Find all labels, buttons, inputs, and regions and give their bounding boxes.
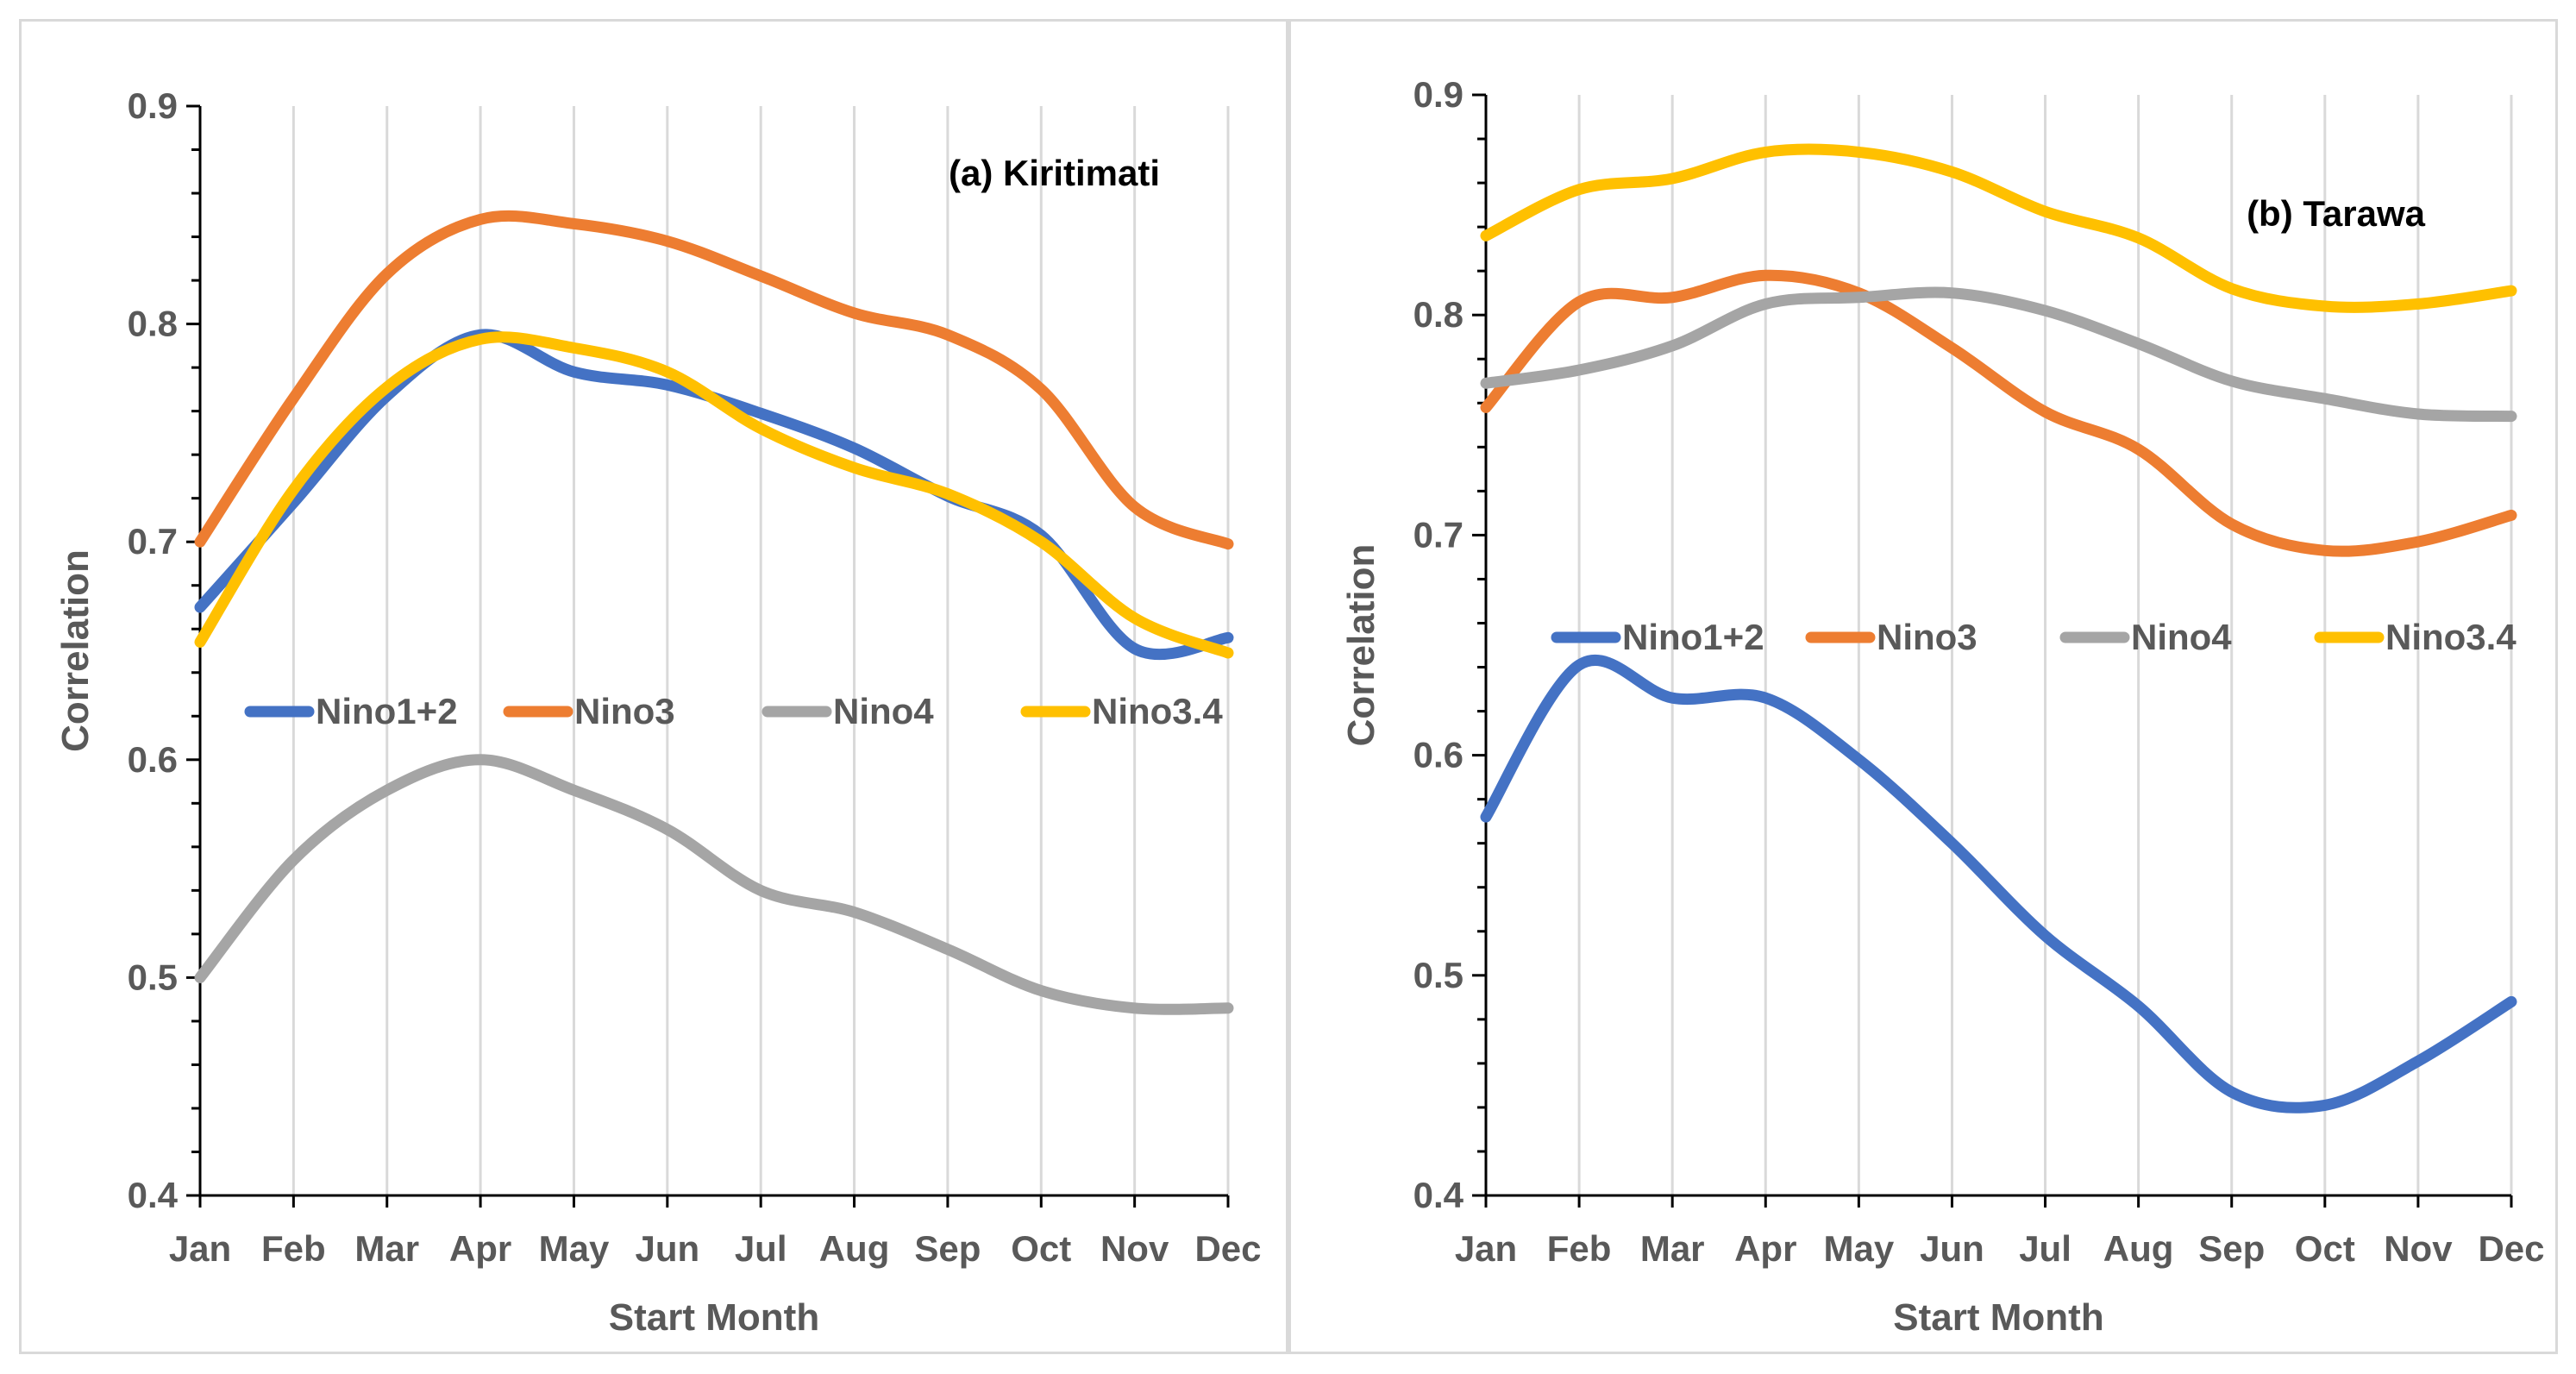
legend: Nino1+2 Nino3 Nino4 Nino3.4 (1551, 617, 2516, 657)
legend-item-nino3-4: Nino3.4 (1020, 691, 1223, 731)
x-tick-label-mar: Mar (1640, 1228, 1705, 1269)
x-tick-label-feb: Feb (1547, 1228, 1612, 1269)
chart-panel-tarawa: 0.4 0.5 0.6 0.7 0.8 0.9 Jan Feb Mar Apr May Jun Jul A… (1288, 19, 2558, 1354)
chart-annotation: (b) Tarawa (2247, 193, 2426, 234)
x-tick-label-jan: Jan (1455, 1228, 1517, 1269)
y-ticks: 0.4 0.5 0.6 0.7 0.8 0.9 (128, 85, 200, 1215)
legend: Nino1+2 Nino3 Nino4 Nino3.4 (244, 691, 1223, 731)
legend-item-nino4: Nino4 (762, 691, 934, 731)
x-tick-label-apr: Apr (1734, 1228, 1796, 1269)
gridlines (291, 106, 1230, 1195)
x-tick-label-sep: Sep (2198, 1228, 2265, 1269)
x-axis-title: Start Month (1893, 1296, 2103, 1339)
x-tick-label-oct: Oct (2295, 1228, 2355, 1269)
legend-label-nino3: Nino3 (574, 691, 675, 731)
x-tick-label-jul: Jul (735, 1228, 787, 1269)
series-line-nino3-4 (1480, 143, 2517, 313)
x-tick-label-dec: Dec (2478, 1228, 2544, 1269)
chart-panel-kiritimati: 0.4 0.5 0.6 0.7 0.8 0.9 Jan Feb Mar Apr May Jun Jul A… (19, 19, 1288, 1354)
legend-label-nino3-4: Nino3.4 (1092, 691, 1223, 731)
legend-item-nino1-2: Nino1+2 (1551, 617, 1764, 657)
y-axis-title: Correlation (1340, 544, 1382, 747)
chart-tarawa: 0.4 0.5 0.6 0.7 0.8 0.9 Jan Feb Mar Apr May Jun Jul A… (1340, 74, 2545, 1339)
y-tick-label: 0.6 (128, 739, 178, 780)
legend-label-nino3-4: Nino3.4 (2385, 617, 2516, 657)
series-line-nino3 (1480, 269, 2517, 557)
legend-label-nino3: Nino3 (1877, 617, 1977, 657)
y-tick-label: 0.9 (128, 85, 178, 126)
y-tick-label: 0.8 (128, 304, 178, 344)
x-tick-label-jun: Jun (635, 1228, 699, 1269)
y-axis-title: Correlation (54, 549, 97, 752)
y-tick-label: 0.4 (128, 1175, 179, 1215)
series-line-nino3 (194, 210, 1234, 550)
series-line-nino4 (194, 754, 1234, 1015)
x-tick-label-aug: Aug (819, 1228, 890, 1269)
series-lines (1480, 143, 2517, 1114)
legend-item-nino4: Nino4 (2059, 617, 2232, 657)
series-line-nino4 (1480, 286, 2517, 423)
y-tick-label: 0.4 (1413, 1175, 1464, 1215)
x-tick-label-may: May (1824, 1228, 1895, 1269)
legend-item-nino3-4: Nino3.4 (2314, 617, 2516, 657)
series-lines (194, 210, 1234, 1015)
x-tick-label-jun: Jun (1920, 1228, 1984, 1269)
chart-annotation: (a) Kiritimati (949, 153, 1160, 193)
legend-label-nino4: Nino4 (833, 691, 934, 731)
legend-item-nino3: Nino3 (1805, 617, 1977, 657)
series-line-nino1-2 (194, 329, 1234, 661)
x-ticks: Jan Feb Mar Apr May Jun Jul Aug Sep Oct Nov Dec (1455, 1195, 2545, 1269)
legend-item-nino3: Nino3 (503, 691, 675, 731)
series-line-nino3-4 (194, 331, 1234, 659)
x-ticks: Jan Feb Mar Apr May Jun Jul Aug Sep Oct Nov Dec (169, 1195, 1262, 1269)
x-tick-label-oct: Oct (1011, 1228, 1071, 1269)
x-tick-label-sep: Sep (914, 1228, 981, 1269)
x-tick-label-mar: Mar (354, 1228, 419, 1269)
x-tick-label-apr: Apr (449, 1228, 511, 1269)
x-tick-label-aug: Aug (2103, 1228, 2174, 1269)
y-tick-label: 0.7 (1413, 514, 1463, 555)
x-tick-label-dec: Dec (1194, 1228, 1261, 1269)
x-tick-label-jul: Jul (2019, 1228, 2071, 1269)
x-tick-label-nov: Nov (2384, 1228, 2453, 1269)
chart-kiritimati: 0.4 0.5 0.6 0.7 0.8 0.9 Jan Feb Mar Apr May Jun Jul A… (54, 85, 1262, 1339)
x-tick-label-may: May (539, 1228, 610, 1269)
y-tick-label: 0.5 (1413, 955, 1463, 995)
gridlines (1577, 95, 2513, 1195)
legend-item-nino1-2: Nino1+2 (244, 691, 458, 731)
legend-label-nino1-2: Nino1+2 (1622, 617, 1764, 657)
y-tick-label: 0.8 (1413, 294, 1463, 335)
y-ticks: 0.4 0.5 0.6 0.7 0.8 0.9 (1413, 74, 1486, 1215)
x-tick-label-nov: Nov (1100, 1228, 1169, 1269)
series-line-nino1-2 (1480, 654, 2517, 1114)
legend-label-nino1-2: Nino1+2 (316, 691, 458, 731)
y-tick-label: 0.7 (128, 521, 178, 562)
legend-label-nino4: Nino4 (2131, 617, 2232, 657)
y-tick-label: 0.6 (1413, 735, 1463, 775)
x-tick-label-jan: Jan (169, 1228, 231, 1269)
y-tick-label: 0.5 (128, 957, 178, 997)
x-axis-title: Start Month (609, 1296, 819, 1339)
y-tick-label: 0.9 (1413, 74, 1463, 115)
x-tick-label-feb: Feb (261, 1228, 326, 1269)
